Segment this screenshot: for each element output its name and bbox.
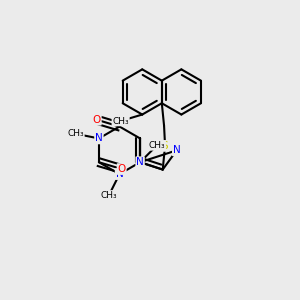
Text: CH₃: CH₃ — [148, 141, 165, 150]
Text: O: O — [93, 115, 101, 125]
Text: S: S — [162, 141, 168, 151]
Text: N: N — [95, 134, 103, 143]
Text: CH₃: CH₃ — [67, 129, 84, 138]
Text: O: O — [118, 164, 126, 174]
Text: N: N — [173, 145, 181, 155]
Text: N: N — [136, 157, 144, 167]
Text: CH₃: CH₃ — [112, 116, 129, 125]
Text: CH₃: CH₃ — [100, 191, 117, 200]
Text: N: N — [116, 169, 123, 179]
